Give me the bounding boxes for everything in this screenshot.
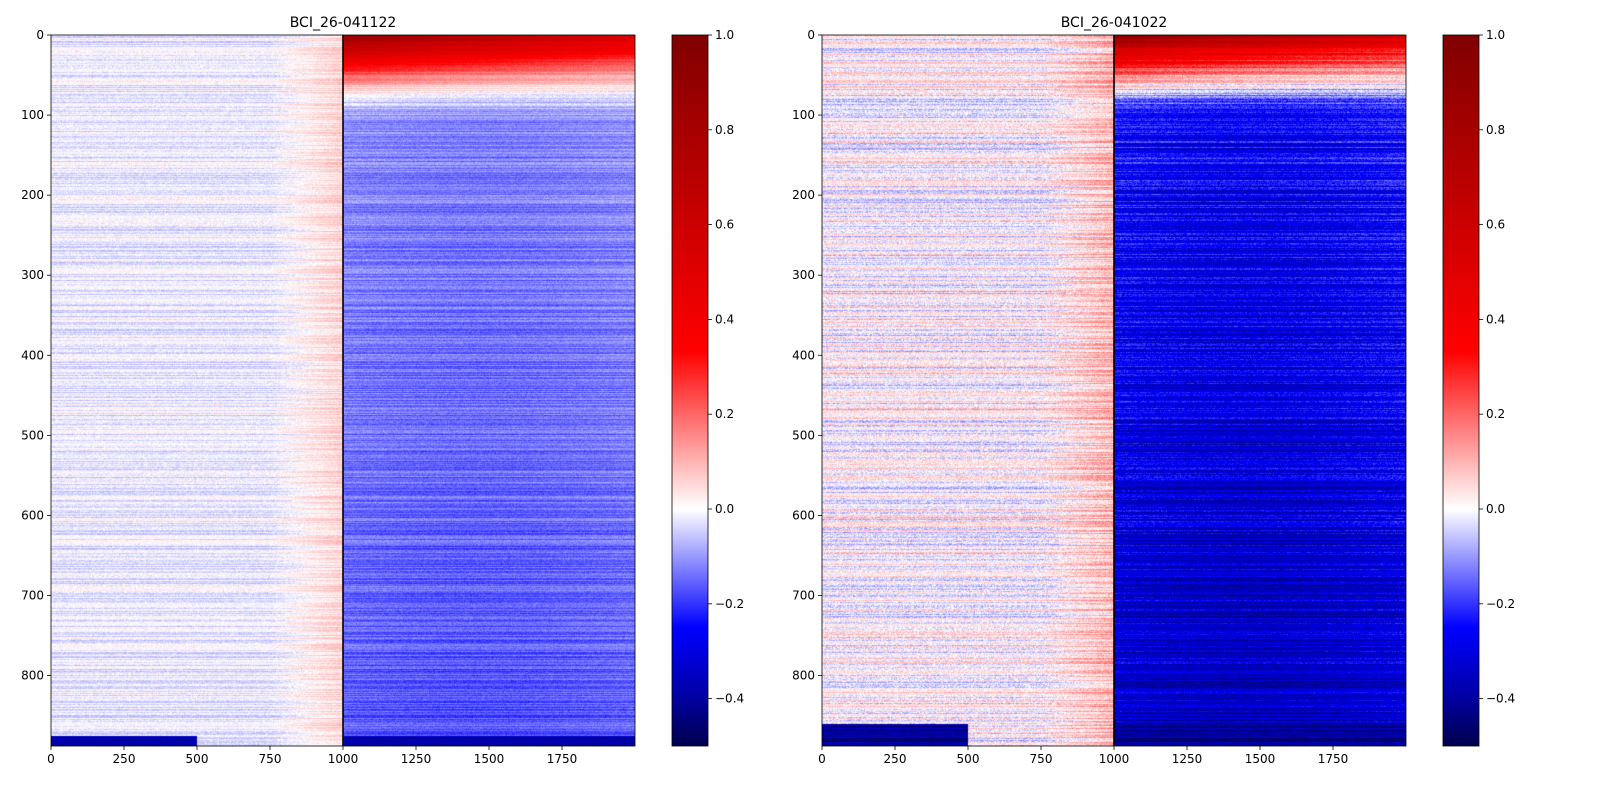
y-tick-label: 100 [21,108,44,122]
colorbar-tick-label: 0.8 [715,123,734,137]
colorbar-tick-label: 0.4 [715,312,734,326]
y-tick-label: 600 [792,508,815,522]
y-tick-label: 800 [792,669,815,683]
x-tick-label: 0 [818,752,826,766]
x-tick-label: 0 [47,752,55,766]
x-tick-label: 1000 [1099,752,1130,766]
colorbar-tick-label: −0.2 [715,597,744,611]
colorbar-tick-label: 0.0 [715,502,734,516]
colorbar-ticks-2: 1.0 0.8 0.6 0.4 0.2 0.0 −0.2 −0.4 [1479,28,1515,706]
x-tick-label: 500 [186,752,209,766]
colorbar-tick-label: 0.4 [1486,312,1505,326]
x-tick-label: 1500 [1245,752,1276,766]
y-tick-label: 200 [21,188,44,202]
y-tick-label: 800 [21,669,44,683]
colorbar-1 [671,34,709,747]
colorbar-tick-label: 0.2 [1486,407,1505,421]
colorbar-tick-label: 0.6 [1486,218,1505,232]
colorbar-tick-label: −0.4 [1486,692,1515,706]
y-tick-label: 700 [21,588,44,602]
colorbar-ticks-1: 1.0 0.8 0.6 0.4 0.2 0.0 −0.2 −0.4 [708,28,744,706]
y-axis-1: 0 100 200 300 400 500 600 700 800 [21,28,51,683]
x-tick-label: 750 [1030,752,1053,766]
y-tick-label: 500 [21,428,44,442]
x-tick-label: 250 [884,752,907,766]
panel-1: BCI_26-041122 0 250 500 750 1000 1250 1500 1750… [21,15,744,766]
y-tick-label: 0 [36,28,44,42]
y-tick-label: 0 [807,28,815,42]
y-tick-label: 200 [792,188,815,202]
colorbar-tick-label: 0.6 [715,218,734,232]
y-tick-label: 300 [792,268,815,282]
colorbar-2 [1442,34,1480,747]
y-tick-label: 700 [792,588,815,602]
y-axis-2: 0 100 200 300 400 500 600 700 800 [792,28,822,683]
x-tick-label: 500 [957,752,980,766]
x-tick-label: 1250 [1172,752,1203,766]
colorbar-tick-label: 1.0 [715,28,734,42]
y-tick-label: 400 [792,348,815,362]
x-tick-label: 1500 [474,752,505,766]
x-tick-label: 1750 [1318,752,1349,766]
colorbar-tick-label: 0.8 [1486,123,1505,137]
x-tick-label: 750 [259,752,282,766]
y-tick-label: 100 [792,108,815,122]
x-tick-label: 250 [113,752,136,766]
colorbar-tick-label: −0.4 [715,692,744,706]
x-tick-label: 1250 [401,752,432,766]
y-tick-label: 400 [21,348,44,362]
colorbar-tick-label: 0.0 [1486,502,1505,516]
colorbar-tick-label: 1.0 [1486,28,1505,42]
chart-title-2: BCI_26-041022 [1061,15,1168,31]
y-tick-label: 600 [21,508,44,522]
y-tick-label: 500 [792,428,815,442]
chart-title-1: BCI_26-041122 [290,15,397,31]
colorbar-tick-label: 0.2 [715,407,734,421]
panel-2: BCI_26-041022 0 250 500 750 1000 1250 1500 1750… [792,15,1515,766]
x-axis-1: 0 250 500 750 1000 1250 1500 1750 [47,746,577,766]
y-tick-label: 300 [21,268,44,282]
x-axis-2: 0 250 500 750 1000 1250 1500 1750 [818,746,1348,766]
colorbar-tick-label: −0.2 [1486,597,1515,611]
x-tick-label: 1000 [328,752,359,766]
x-tick-label: 1750 [547,752,578,766]
